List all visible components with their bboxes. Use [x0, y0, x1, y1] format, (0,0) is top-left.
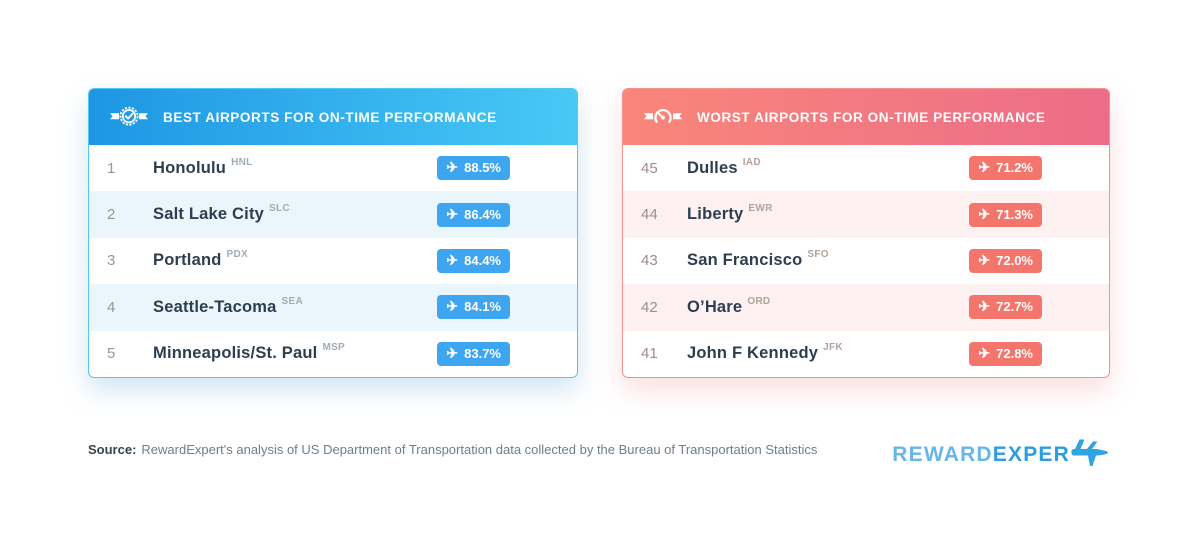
logo-text-exper: EXPER	[992, 443, 1070, 466]
city-name: Liberty	[687, 205, 744, 224]
logo-text-reward: REWARD	[892, 443, 993, 466]
worst-rows: 45 Dulles IAD ✈ 71.2% 44 Liberty EWR ✈ 7…	[623, 145, 1109, 377]
rank: 41	[641, 345, 658, 363]
worst-card-header: WORST AIRPORTS FOR ON-TIME PERFORMANCE	[623, 89, 1109, 145]
on-time-badge: ✈ 72.8%	[969, 341, 1042, 366]
on-time-badge: ✈ 83.7%	[437, 341, 510, 366]
on-time-badge: ✈ 84.1%	[437, 295, 510, 320]
airport-code: JFK	[823, 342, 843, 354]
on-time-badge: ✈ 88.5%	[437, 156, 510, 181]
on-time-badge: ✈ 86.4%	[437, 202, 510, 227]
city-name: Minneapolis/St. Paul	[153, 344, 318, 363]
airport-code: PDX	[226, 249, 248, 261]
plane-icon: ✈	[978, 251, 991, 268]
city-name: Honolulu	[153, 158, 227, 177]
table-row: 5 Minneapolis/St. Paul MSP ✈ 83.7%	[89, 331, 577, 377]
on-time-badge: ✈ 72.7%	[969, 295, 1042, 320]
rank: 45	[641, 159, 658, 177]
rank: 42	[641, 298, 658, 316]
table-row: 4 Seattle-Tacoma SEA ✈ 84.1%	[89, 284, 577, 331]
on-time-badge: ✈ 71.3%	[969, 202, 1042, 227]
on-time-badge: ✈ 84.4%	[437, 248, 510, 273]
rank: 5	[107, 345, 116, 363]
table-row: 1 Honolulu HNL ✈ 88.5%	[89, 145, 577, 191]
rank: 2	[107, 206, 116, 224]
gauge-ribbon-icon	[644, 109, 682, 123]
on-time-value: 86.4%	[464, 206, 501, 222]
table-row: 41 John F Kennedy JFK ✈ 72.8%	[623, 331, 1109, 377]
airport-code: SFO	[807, 249, 829, 261]
best-rows: 1 Honolulu HNL ✈ 88.5% 2 Salt Lake City …	[89, 145, 577, 377]
on-time-badge: ✈ 71.2%	[969, 156, 1042, 181]
airport-code: MSP	[322, 342, 346, 354]
airport-code: SLC	[269, 203, 290, 215]
city-name: San Francisco	[687, 251, 803, 270]
rank: 4	[107, 298, 116, 316]
on-time-value: 72.7%	[996, 299, 1033, 315]
medal-ribbon-icon	[110, 106, 148, 126]
card-title: WORST AIRPORTS FOR ON-TIME PERFORMANCE	[697, 109, 1046, 125]
airport-code: EWR	[748, 203, 773, 215]
table-row: 44 Liberty EWR ✈ 71.3%	[623, 191, 1109, 238]
rank: 1	[107, 159, 116, 177]
city-name: John F Kennedy	[687, 344, 819, 363]
on-time-value: 71.3%	[996, 206, 1033, 222]
plane-icon: ✈	[446, 298, 459, 315]
on-time-badge: ✈ 72.0%	[969, 248, 1042, 273]
on-time-value: 83.7%	[464, 345, 501, 361]
source-text: RewardExpert's analysis of US Department…	[141, 442, 818, 457]
on-time-value: 72.0%	[996, 252, 1033, 268]
city-name: Seattle-Tacoma	[153, 297, 277, 316]
plane-icon: ✈	[978, 344, 991, 361]
city-name: O’Hare	[687, 297, 743, 316]
rank: 44	[641, 206, 658, 224]
table-row: 42 O’Hare ORD ✈ 72.7%	[623, 284, 1109, 331]
plane-icon: ✈	[446, 159, 459, 176]
rewardexpert-logo: REWARD EXPER	[892, 438, 1110, 472]
source-label: Source:	[88, 442, 137, 457]
on-time-value: 84.4%	[464, 252, 501, 268]
source-note: Source: RewardExpert's analysis of US Dep…	[88, 442, 817, 457]
rank: 3	[107, 252, 116, 270]
logo-plane-icon	[1071, 439, 1108, 466]
on-time-value: 88.5%	[464, 160, 501, 176]
table-row: 3 Portland PDX ✈ 84.4%	[89, 238, 577, 284]
table-row: 45 Dulles IAD ✈ 71.2%	[623, 145, 1109, 191]
plane-icon: ✈	[446, 251, 459, 268]
table-row: 43 San Francisco SFO ✈ 72.0%	[623, 238, 1109, 284]
city-name: Dulles	[687, 158, 738, 177]
on-time-value: 71.2%	[996, 160, 1033, 176]
table-row: 2 Salt Lake City SLC ✈ 86.4%	[89, 191, 577, 238]
rank: 43	[641, 252, 658, 270]
plane-icon: ✈	[978, 205, 991, 222]
plane-icon: ✈	[978, 298, 991, 315]
worst-airports-card: WORST AIRPORTS FOR ON-TIME PERFORMANCE 4…	[622, 88, 1110, 378]
airport-code: HNL	[231, 156, 253, 168]
best-card-header: BEST AIRPORTS FOR ON-TIME PERFORMANCE	[89, 89, 577, 145]
card-title: BEST AIRPORTS FOR ON-TIME PERFORMANCE	[163, 109, 497, 125]
plane-icon: ✈	[446, 344, 459, 361]
city-name: Salt Lake City	[153, 205, 265, 224]
plane-icon: ✈	[446, 205, 459, 222]
airport-code: ORD	[747, 295, 771, 307]
on-time-value: 72.8%	[996, 345, 1033, 361]
on-time-value: 84.1%	[464, 299, 501, 315]
airport-code: IAD	[742, 156, 761, 168]
best-airports-card: BEST AIRPORTS FOR ON-TIME PERFORMANCE 1 …	[88, 88, 578, 378]
city-name: Portland	[153, 251, 222, 270]
plane-icon: ✈	[978, 159, 991, 176]
airport-code: SEA	[281, 295, 304, 307]
